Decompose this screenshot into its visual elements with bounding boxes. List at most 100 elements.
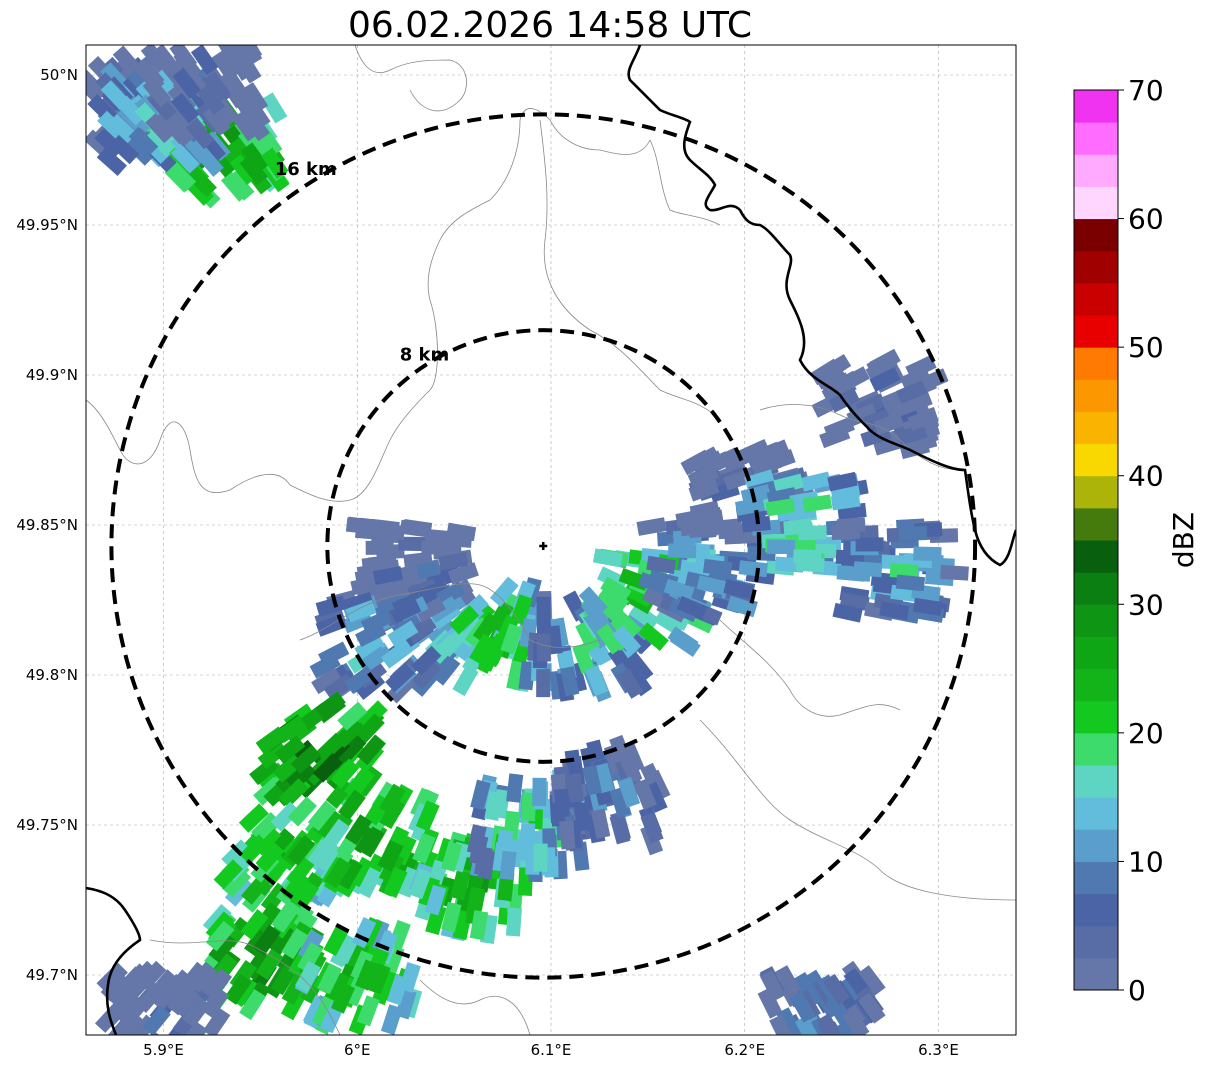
x-tick-label: 6.1°E — [531, 1041, 572, 1059]
echo-cell — [559, 820, 576, 850]
echo-cell — [855, 537, 884, 552]
echo-cell — [255, 842, 285, 873]
echo-cell — [197, 84, 226, 115]
echo-cell — [358, 646, 390, 674]
echo-cell — [344, 769, 373, 800]
echo-cell — [835, 1019, 862, 1035]
echo-cell — [337, 701, 368, 731]
echo-cell — [236, 98, 264, 130]
echo-cell — [582, 765, 602, 796]
y-tick-label: 49.8°N — [26, 666, 78, 684]
echo-cell — [616, 667, 644, 699]
echo-cell — [447, 562, 479, 585]
echo-cell — [317, 962, 343, 995]
echo-cell — [315, 732, 346, 763]
echo-cell — [889, 563, 919, 579]
radar-site-marker — [539, 542, 548, 550]
echo-cell — [415, 800, 440, 832]
echo-cell — [158, 973, 187, 1005]
admin-border — [419, 979, 531, 1035]
echo-cell — [757, 987, 783, 1019]
colorbar-segment — [1074, 347, 1118, 380]
echo-cell — [566, 772, 585, 803]
echo-cell — [170, 143, 200, 174]
echo-cell — [375, 523, 405, 540]
echo-cell — [387, 620, 419, 647]
echo-cell — [470, 779, 491, 811]
echo-cell — [885, 397, 917, 421]
admin-border — [699, 719, 1016, 901]
colorbar-segment — [1074, 507, 1118, 541]
echo-cell — [609, 813, 631, 845]
echo-cell — [532, 777, 547, 806]
echo-cell — [356, 734, 386, 766]
colorbar-segment — [1074, 122, 1118, 155]
colorbar-tick-label: 20 — [1128, 717, 1164, 750]
echo-cell — [560, 666, 580, 697]
echo-cell — [584, 665, 609, 697]
echo-cell — [172, 67, 201, 99]
echo-cell — [376, 544, 405, 560]
y-tick-label: 50°N — [40, 66, 78, 84]
echo-cell — [760, 970, 786, 1002]
echo-cell — [536, 596, 551, 625]
echo-cell — [617, 776, 641, 808]
colorbar: 0 10 20 30 40 50 60 70 dBZ — [1073, 74, 1200, 1007]
echo-cell — [801, 1048, 826, 1069]
echo-cell — [86, 68, 105, 98]
echo-cell — [386, 974, 409, 1006]
echo-cell — [323, 673, 355, 701]
admin-border — [299, 583, 601, 648]
echo-cell — [166, 161, 197, 192]
echo-cell — [832, 602, 863, 623]
echo-cell — [221, 839, 251, 869]
echo-cell — [270, 801, 301, 832]
y-tick-label: 49.7°N — [26, 966, 78, 984]
echo-cell — [315, 595, 347, 617]
echo-cell — [221, 867, 252, 898]
echo-cell — [500, 623, 523, 655]
echo-cell — [510, 594, 533, 626]
echo-cell — [380, 1004, 403, 1035]
echo-cell — [128, 126, 159, 157]
echo-cell — [636, 517, 667, 536]
echo-cell — [612, 625, 642, 656]
map-frame — [85, 44, 1017, 1036]
echo-cell — [765, 498, 796, 517]
echo-cell — [633, 778, 657, 810]
echo-cell — [182, 996, 210, 1027]
echo-cell — [345, 517, 376, 535]
echo-cell — [239, 989, 266, 1021]
x-tick-label: 5.9°E — [143, 1041, 184, 1059]
colorbar-outline — [1073, 89, 1119, 991]
borders — [86, 45, 1016, 1035]
echo-cell — [912, 597, 943, 616]
echo-cell — [484, 790, 504, 822]
echo-cell — [96, 146, 127, 176]
colorbar-segment — [1074, 604, 1118, 637]
echo-cell — [398, 536, 427, 552]
echo-cell — [783, 519, 813, 536]
echo-cell — [235, 45, 263, 66]
echo-cell — [164, 116, 194, 147]
colorbar-segment — [1074, 797, 1118, 830]
echo-cell — [408, 868, 432, 900]
echo-cell — [724, 529, 753, 545]
echo-cell — [809, 1033, 835, 1035]
x-tick-label: 6°E — [344, 1041, 371, 1059]
echo-cell — [572, 642, 595, 675]
echo-cell — [879, 601, 910, 621]
echo-cell — [240, 142, 269, 174]
echo-cell — [869, 367, 901, 392]
colorbar-segment — [1074, 925, 1118, 959]
echo-cell — [536, 669, 551, 698]
echo-cell — [240, 909, 269, 940]
echo-cell — [100, 1038, 129, 1068]
echo-cell — [592, 548, 624, 568]
echo-cell — [187, 167, 217, 198]
admin-border — [354, 45, 467, 112]
echo-cell — [596, 623, 624, 655]
echo-cell — [609, 786, 632, 818]
colorbar-segment — [1074, 765, 1118, 798]
echo-cell — [789, 991, 816, 1023]
